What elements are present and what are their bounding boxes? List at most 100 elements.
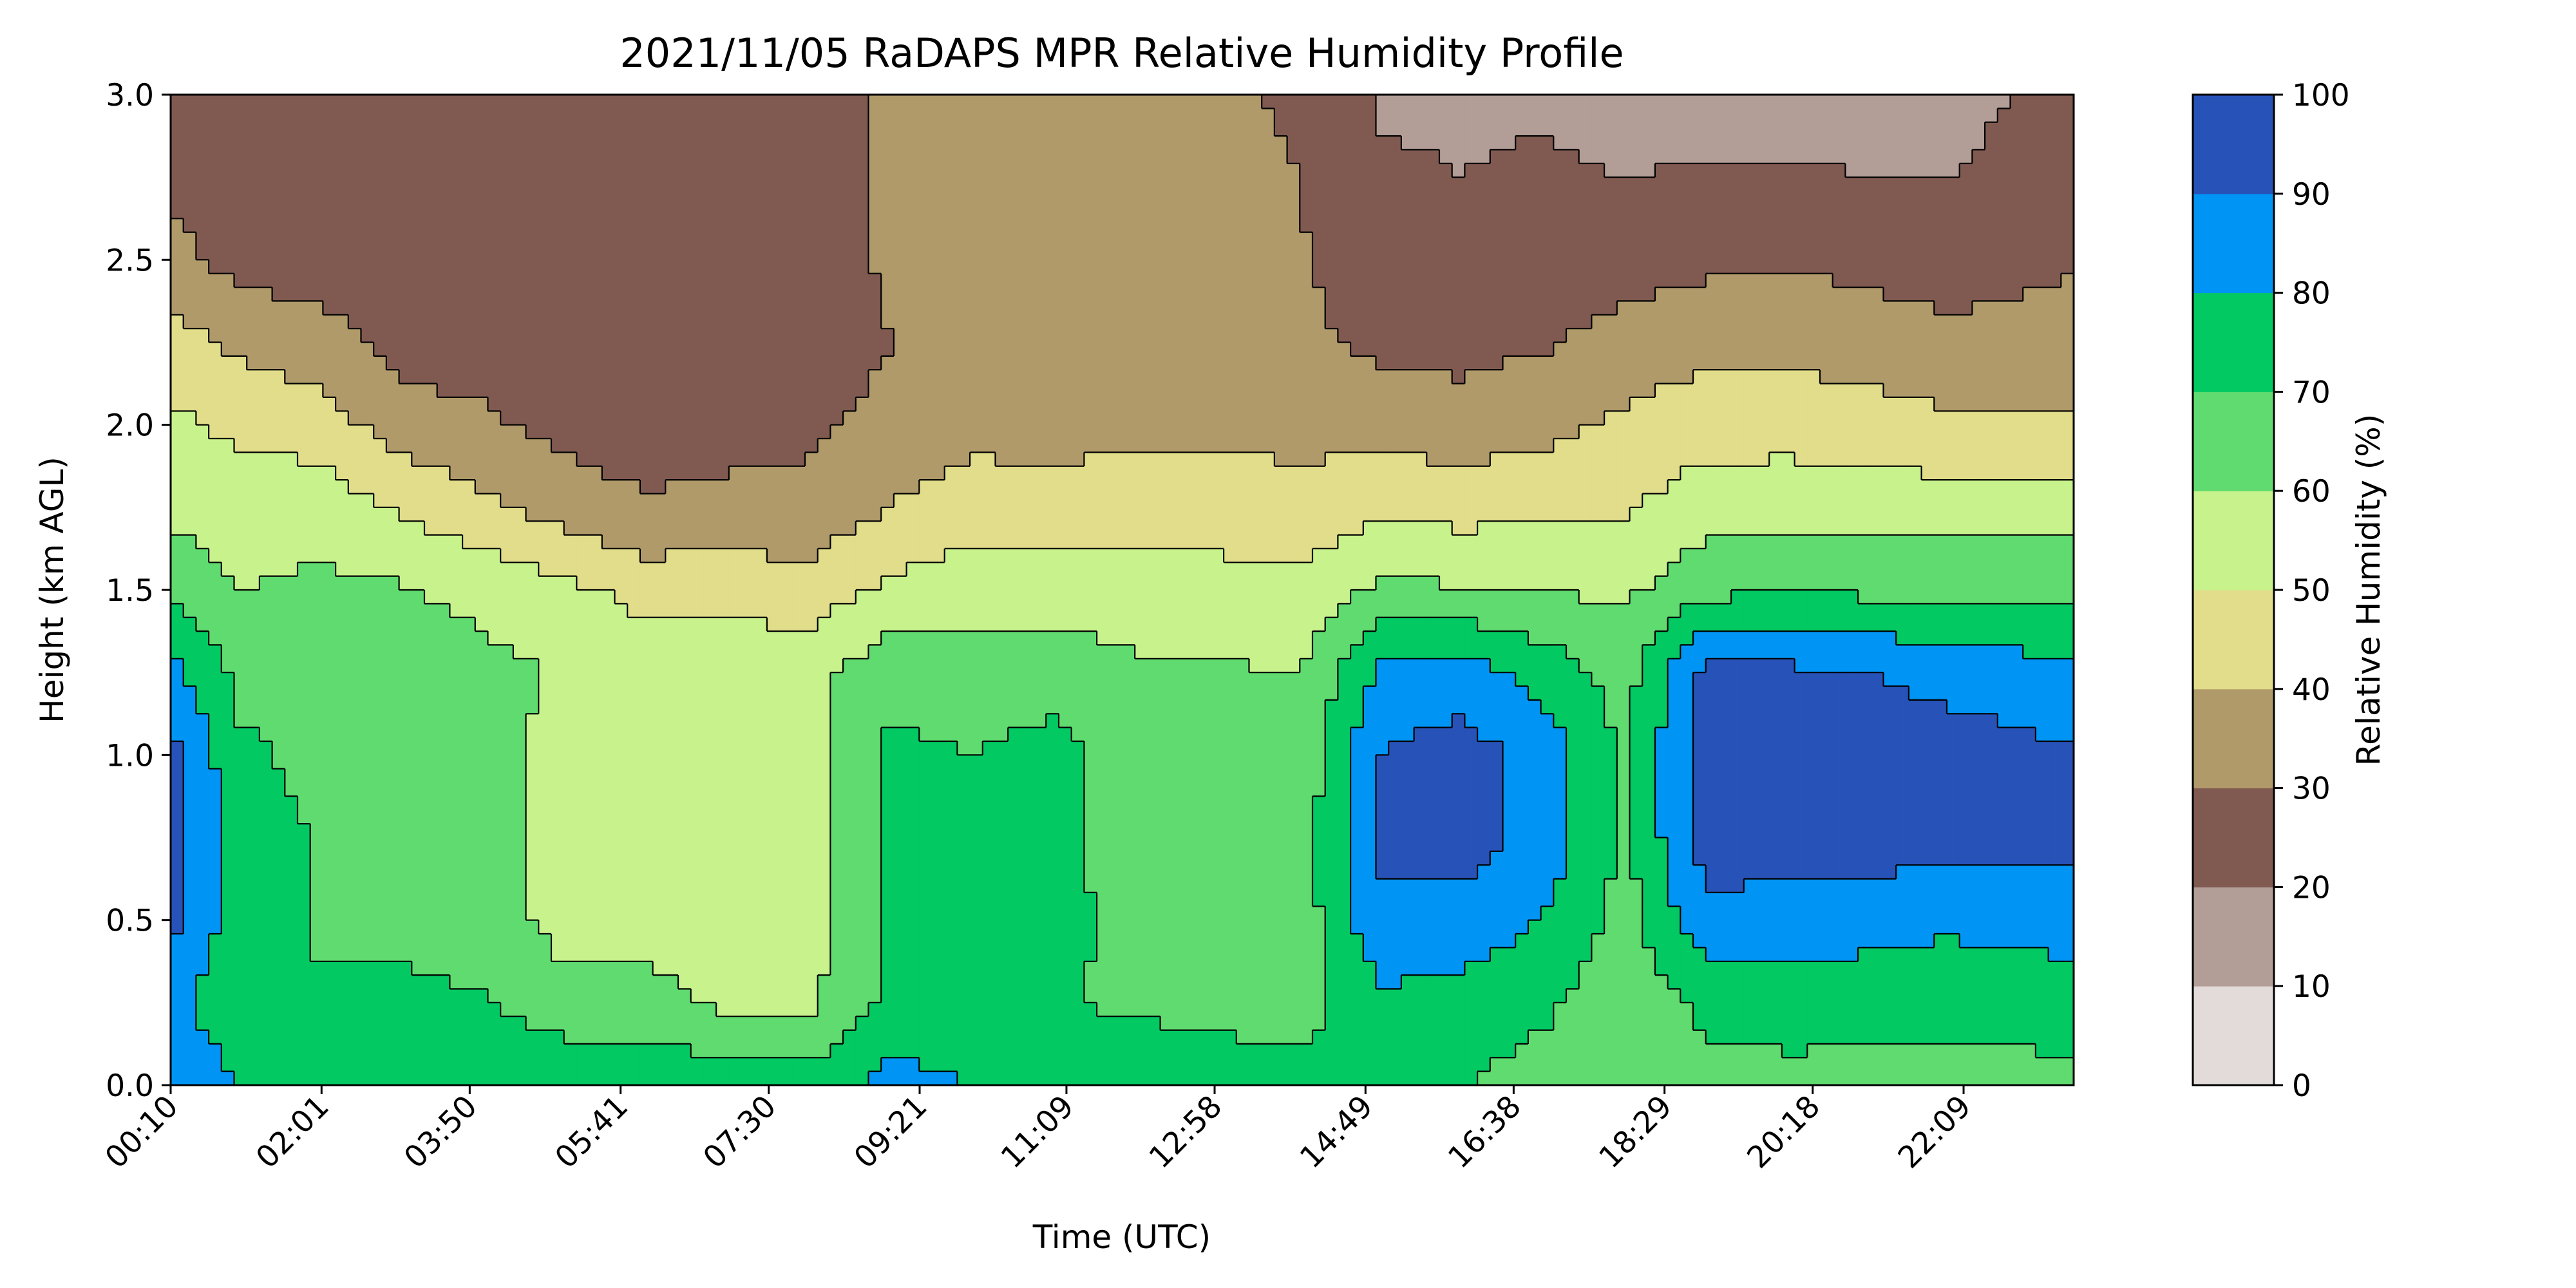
rh-contour-cell: [1477, 521, 1491, 591]
rh-contour-cell: [2035, 658, 2049, 742]
rh-contour-cell: [1832, 95, 1846, 164]
rh-contour-cell: [1147, 658, 1161, 1017]
rh-contour-cell: [1883, 1043, 1897, 1085]
rh-contour-cell: [1972, 947, 1985, 1045]
rh-contour-cell: [374, 507, 387, 577]
rh-contour-cell: [1553, 1002, 1567, 1085]
rh-contour-cell: [1452, 617, 1465, 659]
rh-contour-cell: [1490, 672, 1504, 742]
rh-contour-cell: [919, 480, 933, 563]
rh-contour-cell: [728, 548, 743, 618]
rh-contour-cell: [1781, 961, 1795, 1058]
rh-contour-cell: [221, 355, 235, 439]
rh-contour-cell: [323, 95, 336, 316]
rh-contour-cell: [576, 535, 590, 591]
rh-contour-cell: [1439, 878, 1453, 976]
rh-contour-cell: [1997, 301, 2011, 412]
rh-contour-cell: [1680, 163, 1694, 288]
rh-contour-cell: [1972, 603, 1985, 646]
rh-contour-cell: [1388, 741, 1402, 880]
rh-contour-cell: [1642, 645, 1656, 948]
rh-contour-cell: [1224, 95, 1237, 453]
rh-contour-cell: [881, 1057, 895, 1085]
rh-contour-cell: [171, 218, 184, 316]
rh-contour-cell: [1071, 548, 1084, 632]
rh-contour-cell: [576, 961, 590, 1045]
rh-contour-cell: [1934, 480, 1947, 536]
rh-contour-cell: [601, 548, 616, 591]
rh-contour-cell: [259, 370, 273, 453]
rh-contour-cell: [2048, 95, 2061, 288]
rh-contour-cell: [1718, 535, 1732, 604]
rh-contour-cell: [221, 576, 235, 673]
rh-contour-cell: [1731, 163, 1745, 274]
rh-contour-cell: [1566, 95, 1580, 150]
rh-contour-cell: [1756, 370, 1770, 467]
rh-contour-cell: [1020, 727, 1034, 1085]
rh-contour-cell: [1972, 480, 1985, 536]
rh-contour-cell: [1883, 535, 1897, 604]
rh-contour-cell: [1439, 521, 1453, 591]
rh-contour-cell: [1705, 892, 1719, 962]
rh-contour-cell: [1084, 548, 1097, 632]
rh-contour-cell: [538, 95, 552, 439]
rh-contour-cell: [1464, 466, 1478, 536]
rh-contour-cell: [1566, 590, 1580, 659]
rh-contour-cell: [462, 480, 476, 549]
rh-contour-cell: [1464, 658, 1478, 728]
rh-contour-cell: [1807, 878, 1821, 962]
rh-contour-cell: [183, 686, 196, 1085]
rh-contour-cell: [2010, 480, 2023, 536]
rh-contour-cell: [805, 452, 819, 563]
rh-contour-cell: [1680, 548, 1694, 604]
rh-contour-cell: [1578, 328, 1592, 426]
rh-contour-cell: [1414, 452, 1427, 522]
rh-contour-cell: [2061, 603, 2074, 659]
rh-contour-cell: [1464, 163, 1478, 370]
rh-contour-cell: [1820, 383, 1833, 467]
rh-contour-cell: [374, 355, 387, 439]
rh-contour-cell: [1477, 370, 1491, 467]
rh-contour-cell: [209, 342, 222, 439]
rh-contour-cell: [1591, 95, 1605, 164]
rh-contour-cell: [399, 383, 412, 453]
rh-contour-cell: [450, 617, 463, 989]
rh-contour-cell: [171, 603, 184, 659]
rh-contour-cell: [500, 424, 514, 508]
rh-contour-cell: [639, 562, 654, 618]
rh-contour-cell: [1528, 136, 1542, 357]
rh-contour-cell: [1388, 878, 1402, 990]
rh-contour-cell: [1515, 1043, 1529, 1085]
rh-contour-cell: [1312, 466, 1326, 549]
rh-contour-cell: [285, 301, 298, 384]
rh-contour-cell: [601, 95, 616, 480]
rh-contour-cell: [1477, 865, 1491, 962]
rh-contour-fill: [171, 95, 2074, 1085]
rh-contour-cell: [1705, 631, 1719, 659]
rh-contour-cell: [1972, 714, 1985, 866]
rh-contour-cell: [1540, 906, 1554, 1031]
rh-contour-cell: [1604, 314, 1618, 412]
rh-contour-cell: [868, 1002, 882, 1072]
rh-contour-cell: [551, 961, 565, 1031]
rh-contour-cell: [779, 562, 793, 632]
rh-contour-cell: [1186, 658, 1199, 1031]
rh-contour-cell: [995, 95, 1009, 467]
rh-contour-cell: [1211, 548, 1224, 659]
rh-contour-cell: [348, 424, 362, 495]
rh-contour-cell: [1287, 672, 1300, 1045]
rh-contour-cell: [1604, 411, 1618, 522]
rh-contour-cell: [171, 95, 184, 219]
rh-contour-cell: [424, 95, 438, 384]
rh-contour-cell: [1680, 1002, 1694, 1085]
rh-contour-cell: [462, 989, 476, 1085]
rh-contour-cell: [1769, 590, 1783, 632]
rh-contour-cell: [1566, 521, 1580, 591]
rh-contour-cell: [1693, 672, 1707, 866]
rh-contour-cell: [1794, 1057, 1808, 1085]
rh-contour-cell: [1528, 452, 1542, 522]
rh-contour-cell: [1870, 947, 1884, 1045]
rh-contour-cell: [1807, 466, 1821, 536]
rh-contour-cell: [1807, 1043, 1821, 1085]
colorbar-tick-label: 0: [2292, 1068, 2311, 1104]
